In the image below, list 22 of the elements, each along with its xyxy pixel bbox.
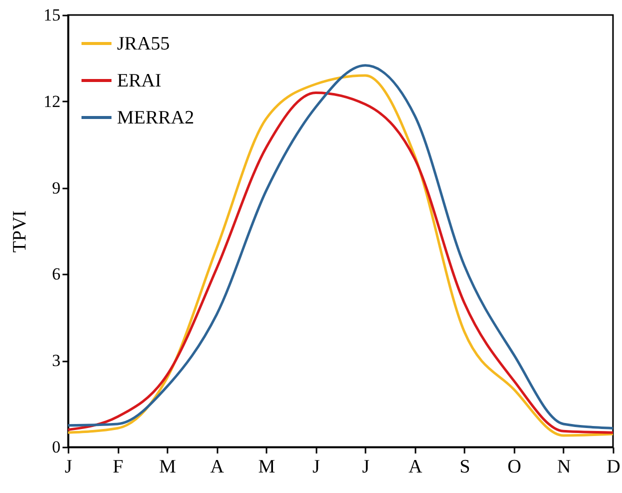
y-tick-label: 9 bbox=[52, 178, 60, 198]
y-tick-label: 0 bbox=[52, 438, 60, 456]
legend-label: MERRA2 bbox=[117, 108, 194, 128]
y-axis-title: TPVI bbox=[10, 210, 30, 253]
y-tick-label: 15 bbox=[44, 6, 60, 24]
x-tick-label: M bbox=[159, 456, 176, 478]
x-tick-label: M bbox=[258, 456, 276, 478]
y-tick-label: 6 bbox=[52, 264, 60, 284]
x-tick-label: O bbox=[508, 456, 522, 478]
x-tick-label: J bbox=[362, 456, 370, 478]
y-tick-label: 12 bbox=[44, 92, 60, 111]
x-tick-label: J bbox=[312, 456, 320, 478]
x-tick-label: A bbox=[408, 456, 422, 478]
y-tick-label: 3 bbox=[52, 351, 60, 370]
legend-label: JRA55 bbox=[117, 34, 170, 54]
legend-label: ERAI bbox=[117, 70, 162, 92]
x-tick-label: N bbox=[557, 456, 572, 478]
x-tick-label: J bbox=[64, 456, 72, 478]
x-tick-label: D bbox=[606, 456, 620, 478]
x-tick-label: S bbox=[460, 456, 470, 478]
x-tick-label: F bbox=[112, 456, 124, 478]
x-tick-label: A bbox=[210, 456, 224, 478]
